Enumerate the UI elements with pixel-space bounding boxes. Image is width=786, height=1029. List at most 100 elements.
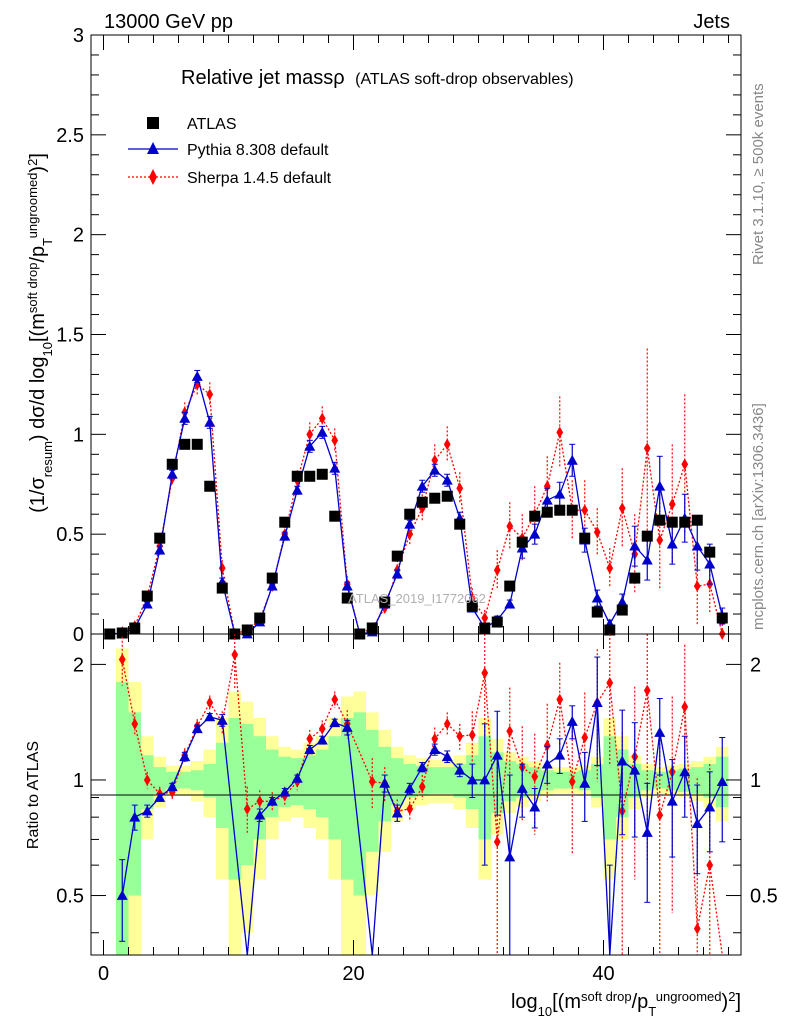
ratio-band-inner <box>341 718 354 880</box>
sherpa-ratio-point <box>468 729 476 741</box>
pythia-ratio-point <box>204 711 216 722</box>
main-y-tick-label: 1 <box>73 424 84 446</box>
pythia-point <box>154 544 166 555</box>
pythia-point <box>691 540 703 551</box>
pythia-ratio-point <box>429 744 441 754</box>
jets-label: Jets <box>693 11 730 33</box>
atlas-point <box>316 468 328 480</box>
sherpa-point <box>606 562 614 574</box>
pythia-ratio-point <box>666 795 678 806</box>
ratio-y-axis-label: Ratio to ATLAS <box>25 741 42 849</box>
main-y-tick-label: 3 <box>73 25 84 47</box>
sherpa-ratio-point <box>643 684 651 697</box>
pythia-ratio-point <box>166 781 178 792</box>
atlas-point <box>554 504 566 516</box>
pythia-point <box>429 464 441 475</box>
sherpa-ratio-line <box>121 654 723 956</box>
ratio-band-inner <box>203 764 216 798</box>
sherpa-ratio-point <box>556 693 564 706</box>
sherpa-ratio-point <box>456 730 464 743</box>
ratio-band-inner <box>553 771 566 789</box>
sherpa-point <box>206 388 214 401</box>
atlas-point <box>504 580 516 592</box>
x-tick-label: 40 <box>592 963 614 985</box>
sherpa-ratio-point <box>693 922 701 935</box>
ratio-band-inner <box>691 767 704 794</box>
ratio-band-inner <box>353 712 366 896</box>
pythia-ratio-point <box>554 749 566 760</box>
pythia-ratio-point <box>541 758 553 769</box>
sherpa-ratio-point <box>331 693 339 706</box>
ratio-band-inner <box>228 718 241 880</box>
pythia-ratio-point <box>529 801 541 812</box>
atlas-point <box>654 514 666 526</box>
pythia-point <box>504 598 516 609</box>
pythia-ratio-point <box>116 890 128 900</box>
sherpa-point <box>431 454 439 467</box>
pythia-point <box>529 528 541 539</box>
atlas-point <box>129 622 141 634</box>
main-y-axis-label: (1/σresum) dσ/d log10[(msoft drop/pTungr… <box>25 153 55 513</box>
pythia-ratio-point <box>629 764 641 775</box>
ratio-y-tick-label-right: 2 <box>750 654 761 676</box>
pythia-point <box>141 598 153 609</box>
atlas-point <box>379 596 391 608</box>
atlas-point <box>466 600 478 612</box>
ratio-y-tick-label: 1 <box>73 770 84 792</box>
sherpa-ratio-point <box>231 648 239 661</box>
sherpa-ratio-point <box>243 803 251 815</box>
sherpa-point <box>481 612 489 624</box>
ratio-y-tick-label-right: 0.5 <box>750 886 778 908</box>
legend-pythia-label: Pythia 8.308 default <box>187 142 329 159</box>
legend-pythia-marker <box>147 142 159 154</box>
sherpa-ratio-point <box>481 667 489 679</box>
atlas-point <box>441 490 453 502</box>
sherpa-ratio-point <box>568 775 576 788</box>
main-y-tick-label: 2 <box>73 225 84 247</box>
ratio-band-inner <box>253 736 266 840</box>
atlas-point <box>516 536 528 548</box>
atlas-point <box>204 480 216 492</box>
atlas-point <box>566 504 578 516</box>
main-plot-area: 0 0.5 1 1.5 2 2.5 3 <box>56 25 742 646</box>
sherpa-point <box>506 520 514 533</box>
atlas-point <box>216 582 228 594</box>
pythia-ratio-point <box>216 714 228 725</box>
sherpa-ratio-point <box>531 770 539 783</box>
ratio-band-inner <box>391 758 404 806</box>
rivet-version-label: Rivet 3.1.10, ≥ 500k events <box>750 83 767 265</box>
pythia-ratio-point <box>579 777 591 788</box>
pythia-ratio-point <box>316 734 328 745</box>
atlas-point <box>479 622 491 634</box>
energy-label: 13000 GeV pp <box>104 11 233 33</box>
main-y-tick-label: 1.5 <box>56 325 84 347</box>
sherpa-ratio-point <box>206 696 214 709</box>
pythia-point <box>266 580 278 591</box>
plot-title: Relative jet massρ (ATLAS soft-drop obse… <box>181 67 574 89</box>
pythia-point <box>316 426 328 437</box>
atlas-point <box>429 492 441 504</box>
pythia-ratio-point <box>654 726 666 737</box>
atlas-point <box>641 530 653 542</box>
sherpa-point <box>668 498 676 511</box>
sherpa-ratio-point <box>656 809 664 821</box>
sherpa-ratio-point <box>256 795 264 808</box>
ratio-band-inner <box>216 742 229 828</box>
pythia-ratio-point <box>391 807 403 818</box>
sherpa-ratio-point <box>681 701 689 713</box>
pythia-point <box>616 596 628 607</box>
atlas-point <box>679 516 691 528</box>
pythia-ratio-point <box>154 792 166 802</box>
sherpa-ratio-point <box>706 859 714 871</box>
sherpa-point <box>593 526 601 539</box>
atlas-point <box>416 496 428 508</box>
atlas-point <box>491 616 503 628</box>
ratio-plot-area: 0.5 0.5 1 1 2 2 <box>56 633 778 956</box>
x-axis-label: log10[(msoft drop/pTungroomed)2] <box>511 989 741 1019</box>
atlas-point <box>529 510 541 522</box>
pythia-ratio-point <box>504 851 516 862</box>
sherpa-point <box>418 502 426 515</box>
sherpa-ratio-point <box>506 725 514 738</box>
atlas-point <box>591 606 603 618</box>
atlas-point <box>241 624 253 636</box>
